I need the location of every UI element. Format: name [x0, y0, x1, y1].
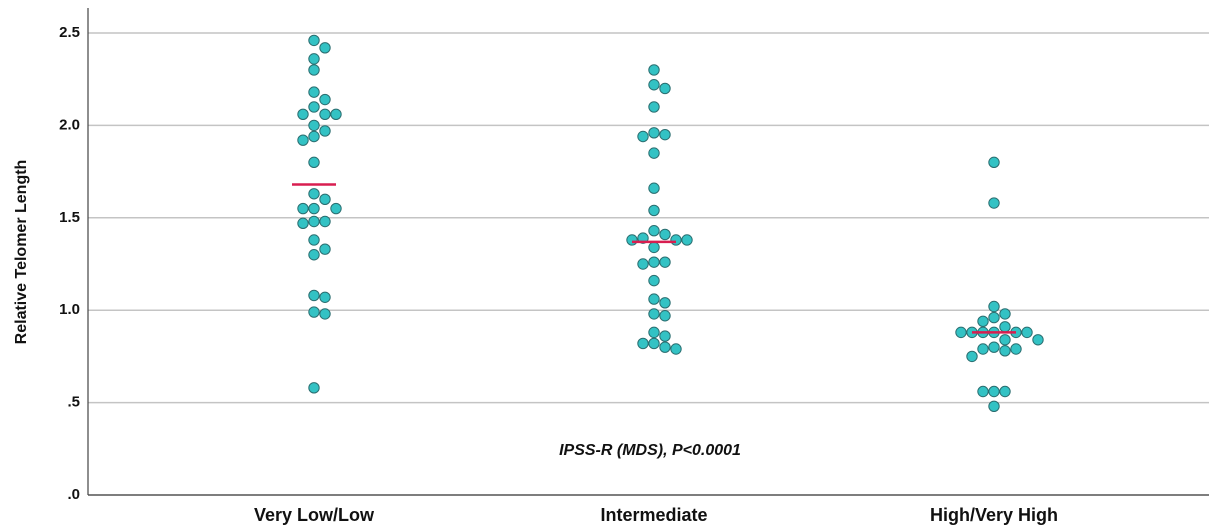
data-point — [648, 147, 660, 159]
data-point — [648, 241, 660, 254]
data-point — [319, 125, 331, 137]
data-point — [659, 297, 671, 309]
y-tick-label: 1.0 — [59, 301, 80, 318]
data-point — [308, 119, 320, 132]
data-point — [319, 193, 331, 206]
data-point — [1010, 343, 1022, 355]
data-point — [659, 128, 671, 141]
data-point — [308, 64, 320, 76]
data-point — [308, 306, 320, 318]
data-point — [637, 130, 649, 143]
data-point — [648, 326, 660, 339]
data-point — [648, 101, 660, 113]
data-point — [659, 341, 671, 353]
data-point — [330, 108, 342, 121]
data-point — [648, 204, 660, 217]
data-point — [659, 228, 671, 241]
data-point — [308, 249, 320, 261]
data-point — [999, 385, 1011, 398]
data-point — [297, 108, 309, 121]
data-point — [308, 215, 320, 228]
data-point — [319, 291, 331, 303]
data-point — [637, 258, 649, 270]
y-tick-label: 2.0 — [59, 116, 80, 133]
data-point — [648, 79, 660, 91]
data-point — [659, 330, 671, 342]
data-point — [670, 234, 682, 246]
data-point — [319, 93, 331, 106]
x-tick-label: High/Very High — [930, 505, 1058, 525]
data-point — [648, 293, 660, 305]
data-point — [626, 234, 638, 246]
data-point — [308, 382, 320, 394]
data-point — [308, 53, 320, 65]
data-point — [1032, 334, 1044, 346]
data-point — [648, 127, 660, 139]
data-point — [319, 42, 331, 54]
data-point — [988, 385, 1000, 398]
data-point — [297, 202, 309, 215]
data-point — [955, 326, 967, 339]
data-point — [977, 315, 989, 327]
data-point — [659, 82, 671, 95]
data-point — [648, 256, 660, 268]
data-point — [297, 134, 309, 146]
data-point — [308, 234, 320, 246]
data-point — [999, 334, 1011, 346]
data-point — [319, 108, 331, 121]
data-point — [648, 64, 660, 76]
data-point — [308, 130, 320, 143]
data-point — [308, 289, 320, 302]
x-tick-label: Very Low/Low — [254, 505, 375, 525]
y-tick-label: .5 — [67, 394, 80, 411]
data-point — [999, 321, 1011, 333]
data-point — [319, 308, 331, 320]
data-point — [648, 225, 660, 237]
y-tick-label: 2.5 — [59, 24, 80, 41]
data-point — [988, 311, 1000, 324]
data-point — [308, 156, 320, 169]
data-point — [977, 385, 989, 398]
data-point — [1021, 326, 1033, 339]
data-point — [308, 34, 320, 47]
annotation: IPSS-R (MDS), P<0.0001 — [559, 442, 741, 459]
data-point — [659, 310, 671, 322]
data-point — [648, 337, 660, 350]
data-point — [637, 337, 649, 350]
y-axis-label: Relative Telomer Length — [13, 160, 30, 345]
data-point — [308, 101, 320, 113]
data-point — [670, 343, 682, 355]
data-point — [308, 202, 320, 215]
data-point — [297, 217, 309, 230]
data-point — [648, 308, 660, 320]
data-point — [319, 243, 331, 255]
data-point — [308, 86, 320, 98]
data-point — [977, 343, 989, 355]
data-point — [681, 234, 693, 246]
data-point — [999, 345, 1011, 357]
data-point — [648, 274, 660, 287]
data-point — [999, 308, 1011, 320]
data-point — [648, 182, 660, 194]
data-point — [308, 188, 320, 200]
data-point — [988, 300, 1000, 313]
data-point — [988, 197, 1000, 209]
data-point — [988, 341, 1000, 353]
data-point — [988, 400, 1000, 412]
x-tick-label: Intermediate — [600, 505, 707, 525]
data-point — [319, 215, 331, 228]
y-tick-label: 1.5 — [59, 209, 80, 226]
data-point — [988, 156, 1000, 169]
data-point — [659, 256, 671, 268]
data-point — [966, 350, 978, 363]
data-point — [330, 202, 342, 215]
y-tick-label: .0 — [67, 486, 80, 503]
